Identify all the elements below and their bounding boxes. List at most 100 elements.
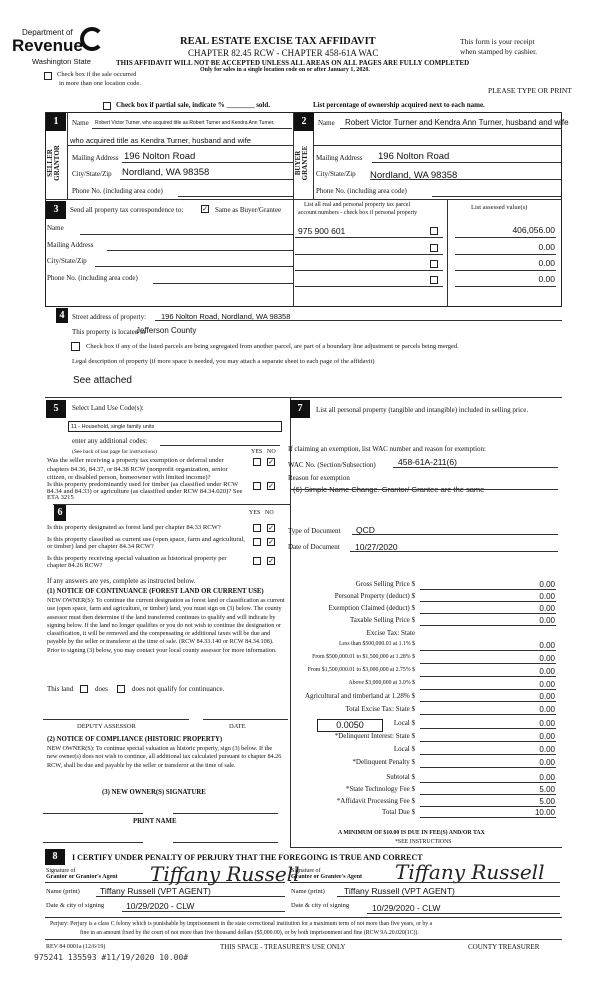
assessed-value[interactable]: 0.00 <box>538 242 555 252</box>
personal-property-checkbox[interactable] <box>430 276 438 284</box>
forest-no-checkbox[interactable]: ✓ <box>267 524 275 532</box>
tax-row-value[interactable]: 5.00 <box>539 785 555 794</box>
buyer-name[interactable]: Robert Victor Turner and Kendra Ann Turn… <box>345 118 569 127</box>
no-header-6: NO <box>265 510 274 516</box>
yes-header: YES <box>251 449 263 455</box>
form-title: REAL ESTATE EXCISE TAX AFFIDAVIT <box>180 36 376 47</box>
see-back-note: (See back of last page for instructions) <box>72 449 157 455</box>
grantee-signature[interactable]: Tiffany Russell <box>395 860 545 884</box>
tax-mail-field[interactable] <box>107 250 293 251</box>
current-use-no-checkbox[interactable]: ✓ <box>267 538 275 546</box>
see-instructions: *SEE INSTRUCTIONS <box>395 839 452 845</box>
assessor-date-field[interactable] <box>203 719 288 720</box>
does-qualify-checkbox[interactable] <box>80 685 88 693</box>
print-name-2[interactable] <box>173 842 278 843</box>
assessed-value[interactable]: 0.00 <box>538 274 555 284</box>
buyer-phone-field[interactable] <box>432 196 562 197</box>
located-label: This property is located in <box>72 328 146 336</box>
same-as-buyer-checkbox[interactable]: ✓ <box>201 205 209 213</box>
historical-yes-checkbox[interactable] <box>253 557 261 565</box>
new-owner-signature-1[interactable] <box>43 813 143 814</box>
assessed-value[interactable]: 0.00 <box>538 258 555 268</box>
tax-row-value[interactable]: 0.00 <box>539 616 555 625</box>
tax-row-value[interactable]: 0.00 <box>539 592 555 601</box>
tax-city-field[interactable] <box>95 266 293 267</box>
tax-row-value[interactable]: 0.00 <box>539 654 555 663</box>
deputy-assessor-signature[interactable] <box>43 719 189 720</box>
tax-row-value[interactable]: 0.00 <box>539 773 555 782</box>
buyer-phone-label: Phone No. (including area code) <box>316 187 407 195</box>
new-owner-signature-2[interactable] <box>173 813 278 814</box>
grantor-date-city[interactable]: 10/29/2020 - CLW <box>126 901 195 911</box>
current-use-yes-checkbox[interactable] <box>253 538 261 546</box>
seller-mailing-address[interactable]: 196 Nolton Road <box>124 151 196 162</box>
print-name-1[interactable] <box>43 842 143 843</box>
timber-yes-checkbox[interactable] <box>253 482 261 490</box>
tax-row-value[interactable]: 0.00 <box>539 604 555 613</box>
segregation-checkbox[interactable] <box>71 342 80 351</box>
document-type[interactable]: QCD <box>356 525 375 535</box>
minimum-due-note: A MINIMUM OF $10.00 IS DUE IN FEE(S) AND… <box>338 830 485 836</box>
tax-row-value[interactable]: 0.00 <box>539 705 555 714</box>
seller-phone-field[interactable] <box>178 196 293 197</box>
parcel-number[interactable]: 975 900 601 <box>298 226 346 236</box>
forest-yes-checkbox[interactable] <box>253 524 261 532</box>
multi-location-label: Check box if the sale occurred <box>57 71 137 78</box>
grantee-sig-label-1: Signature of <box>291 868 321 874</box>
tax-row-value[interactable]: 5.00 <box>539 797 555 806</box>
partial-sale-checkbox[interactable] <box>103 102 111 110</box>
reason-label: Reason for exemption <box>288 474 350 482</box>
logo-dept: Department of <box>22 28 73 37</box>
partial-sale-label: Check box if partial sale, indicate % __… <box>116 101 271 109</box>
multi-location-checkbox[interactable] <box>44 72 52 80</box>
personal-property-checkbox[interactable] <box>430 227 438 235</box>
tax-row-value[interactable]: 0.00 <box>539 758 555 767</box>
seller-name[interactable]: Robert Victor Turner, who acquired title… <box>95 120 275 126</box>
tax-row-value[interactable]: 0.00 <box>539 680 555 689</box>
notice-continuance-title: (1) NOTICE OF CONTINUANCE (FOREST LAND O… <box>47 588 264 595</box>
tax-row-value[interactable]: 0.00 <box>539 719 555 728</box>
grantor-date-label: Date & city of signing <box>46 902 105 909</box>
street-address[interactable]: 196 Nolton Road, Nordland, WA 98358 <box>161 312 291 321</box>
additional-codes-field[interactable] <box>160 445 280 446</box>
seller-city-state-zip[interactable]: Nordland, WA 98358 <box>122 167 210 178</box>
tax-row-value[interactable]: 0.00 <box>539 667 555 676</box>
legal-description[interactable]: See attached <box>73 375 132 386</box>
county[interactable]: Jefferson County <box>136 326 197 335</box>
tax-row-value[interactable]: 0.00 <box>539 580 555 589</box>
wac-number[interactable]: 458-61A-211(6) <box>398 457 457 467</box>
tax-row-value[interactable]: 0.00 <box>539 641 555 650</box>
does-not-qualify-checkbox[interactable] <box>117 685 125 693</box>
tax-row-value[interactable]: 10.00 <box>534 808 555 817</box>
exemption-no-checkbox[interactable]: ✓ <box>267 458 275 466</box>
assessed-value[interactable]: 406,056.00 <box>512 225 555 235</box>
grantee-print-name[interactable]: Tiffany Russell (VPT AGENT) <box>344 886 455 896</box>
section-6-number: 6 <box>54 505 66 521</box>
does-label: does <box>95 685 108 693</box>
buyer-city-state-zip[interactable]: Nordland, WA 98358 <box>370 170 458 181</box>
section-7-number: 7 <box>290 400 310 418</box>
tax-phone-field[interactable] <box>153 283 293 284</box>
exemption-yes-checkbox[interactable] <box>253 458 261 466</box>
tax-row-label: Agricultural and timberland at 1.28% $ <box>304 692 415 700</box>
tax-row-value[interactable]: 0.00 <box>539 692 555 701</box>
personal-property-checkbox[interactable] <box>430 260 438 268</box>
tax-name-field[interactable] <box>80 234 293 235</box>
document-date[interactable]: 10/27/2020 <box>355 542 398 552</box>
no-header: NO <box>267 449 276 455</box>
seller-name-line2[interactable]: who acquired title as Kendra Turner, hus… <box>70 136 251 145</box>
historical-no-checkbox[interactable]: ✓ <box>267 557 275 565</box>
local-rate[interactable]: 0.0050 <box>317 719 383 732</box>
tax-row-value[interactable]: 0.00 <box>539 745 555 754</box>
tax-row-label: From $1,500,000.01 to $3,000,000 at 2.75… <box>307 667 415 673</box>
current-use-question: Is this property classified as current u… <box>47 536 245 550</box>
timber-no-checkbox[interactable]: ✓ <box>267 482 275 490</box>
land-use-code-select[interactable]: 11 - Household, single family units <box>68 421 282 432</box>
buyer-mailing-address[interactable]: 196 Nolton Road <box>378 151 450 162</box>
grantor-print-name[interactable]: Tiffany Russell (VPT AGENT) <box>100 886 211 896</box>
grantee-signature-label: Signature of Grantee or Grantee's Agent <box>291 868 362 880</box>
tax-row-value[interactable]: 0.00 <box>539 732 555 741</box>
grantee-date-city[interactable]: 10/29/2020 - CLW <box>372 903 441 913</box>
same-as-buyer-label: Same as Buyer/Grantee <box>215 206 282 214</box>
personal-property-checkbox[interactable] <box>430 244 438 252</box>
